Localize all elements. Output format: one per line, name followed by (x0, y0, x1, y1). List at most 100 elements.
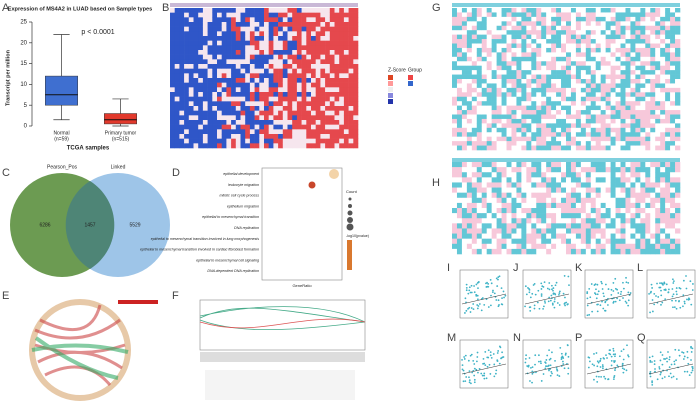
heatmap-cell (655, 114, 661, 120)
heatmap-cell (670, 83, 676, 89)
heatmap-cell (486, 197, 492, 204)
heatmap-cell (278, 73, 284, 79)
heatmap-cell (306, 87, 312, 93)
heatmap-cell (348, 78, 354, 83)
heatmap-cell (625, 74, 631, 80)
heatmap-cell (595, 65, 601, 71)
heatmap-cell (353, 120, 359, 125)
heatmap-cell (315, 50, 321, 55)
heatmap-cell (491, 8, 497, 13)
heatmap-cell (570, 187, 577, 193)
heatmap-cell (670, 162, 676, 168)
heatmap-cell (456, 25, 463, 31)
heatmap-cell (570, 30, 577, 35)
heatmap-cell (556, 238, 562, 245)
heatmap-cell (526, 118, 532, 124)
heatmap-cell (315, 129, 321, 135)
heatmap-cell (184, 115, 190, 121)
scatter-dot (547, 300, 550, 303)
heatmap-cell (640, 218, 646, 224)
heatmap-cell (212, 138, 218, 144)
heatmap-cell (496, 25, 502, 31)
heatmap-cell (348, 26, 354, 32)
heatmap-cell (170, 8, 175, 13)
heatmap-cell (575, 118, 582, 124)
heatmap-cell (212, 124, 218, 130)
scatter-dot (674, 348, 677, 351)
heatmap-cell (655, 65, 661, 71)
heatmap-cell (273, 17, 279, 23)
heatmap-cell (353, 92, 359, 97)
heatmap-cell (501, 114, 507, 120)
scatter-dot (551, 372, 553, 375)
heatmap-cell (231, 45, 237, 51)
heatmap-cell (461, 74, 468, 80)
heatmap-cell (481, 25, 487, 31)
heatmap-cell (491, 208, 497, 214)
heatmap-cell (339, 45, 345, 51)
heatmap-cell (348, 59, 354, 65)
y-label: Transcript per million (5, 49, 11, 106)
heatmap-cell (640, 233, 646, 239)
heatmap-cell (501, 197, 507, 204)
heatmap-cell (655, 30, 661, 35)
scatter-dot (595, 375, 598, 378)
heatmap-cell (296, 50, 302, 55)
x-label: TCGA samples (67, 146, 110, 152)
heatmap-cell (561, 79, 567, 84)
heatmap-cell (296, 101, 302, 107)
scatter-dot (605, 354, 607, 357)
heatmap-cell (278, 134, 284, 139)
heatmap-cell (320, 64, 326, 69)
heatmap-cell (481, 243, 487, 250)
heatmap-cell (235, 26, 241, 32)
heatmap-cell (226, 36, 232, 41)
heatmap-cell (452, 47, 458, 53)
heatmap-cell (526, 123, 532, 129)
heatmap-cell (655, 197, 661, 204)
scatter-dot (686, 350, 689, 353)
heatmap-cell (640, 132, 646, 137)
scatter-dot (562, 360, 564, 363)
scatter-dot (620, 350, 623, 353)
heatmap-cell (491, 218, 497, 224)
heatmap-cell (315, 120, 321, 125)
heatmap-cell (486, 208, 492, 214)
scatter-dot (621, 363, 624, 366)
panel-label: P (575, 332, 582, 344)
heatmap-cell (452, 96, 458, 102)
scatter-dot (672, 375, 675, 378)
scatter-dot (524, 305, 526, 308)
heatmap-cell (670, 56, 676, 62)
heatmap-cell (561, 208, 567, 214)
heatmap-cell (315, 59, 321, 65)
heatmap-cell (630, 21, 636, 27)
heatmap-cell (630, 172, 636, 178)
heatmap-cell (273, 78, 279, 83)
heatmap-cell (585, 83, 592, 89)
heatmap-cell (249, 31, 255, 37)
heatmap-cell (566, 202, 572, 209)
heatmap-cell (329, 134, 335, 139)
heatmap-cell (575, 83, 582, 89)
heatmap-cell (655, 52, 661, 58)
heatmap-cell (170, 129, 175, 135)
heatmap-cell (353, 26, 359, 32)
heatmap-cell (245, 82, 251, 88)
heatmap-cell (506, 145, 512, 151)
heatmap-cell (655, 223, 661, 229)
heatmap-cell (605, 92, 611, 98)
heatmap-cell (452, 25, 458, 31)
heatmap-cell (625, 110, 631, 115)
heatmap-cell (635, 25, 641, 31)
heatmap-cell (496, 202, 502, 209)
heatmap-cell (670, 87, 676, 93)
scatter-dot (607, 378, 609, 381)
heatmap-cell (585, 16, 592, 22)
heatmap-cell (311, 129, 316, 135)
heatmap-cell (650, 177, 656, 183)
heatmap-cell (235, 92, 241, 97)
heatmap-cell (264, 59, 269, 65)
heatmap-cell (452, 61, 458, 66)
heatmap-cell (590, 218, 597, 224)
